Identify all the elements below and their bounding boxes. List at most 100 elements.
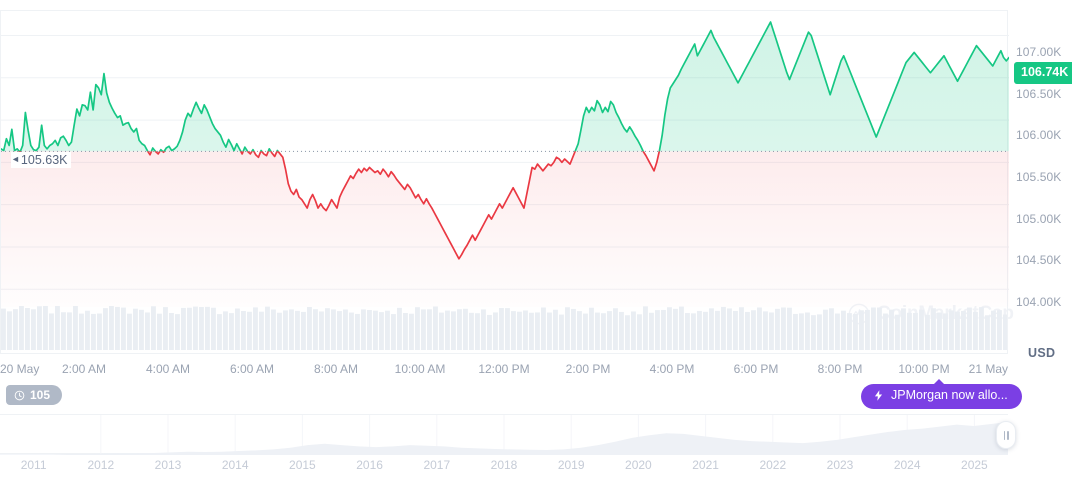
volume-bar	[73, 306, 78, 350]
volume-bar	[163, 307, 168, 350]
volume-bar	[703, 311, 708, 350]
y-tick-0: 107.00K	[1016, 45, 1062, 59]
volume-bar	[955, 311, 960, 350]
volume-bar	[379, 312, 384, 350]
clock-icon	[14, 390, 25, 400]
volume-bar	[301, 311, 306, 350]
volume-bar	[205, 306, 210, 350]
volume-bar	[463, 308, 468, 350]
year-tick-2021: 2021	[692, 458, 719, 472]
volume-bar	[517, 311, 522, 350]
x-tick-6: 12:00 PM	[478, 362, 530, 376]
volume-bar	[865, 309, 870, 350]
year-tick-2011: 2011	[20, 458, 47, 472]
y-tick-3: 105.50K	[1016, 170, 1062, 184]
volume-bar	[241, 311, 246, 350]
countdown-label: 105	[30, 388, 51, 402]
volume-bar	[937, 312, 942, 350]
volume-bar	[433, 306, 438, 350]
y-axis: 107.00K 106.74K 106.50K 106.00K 105.50K …	[1008, 0, 1072, 360]
x-axis: 20 May 2:00 AM 4:00 AM 6:00 AM 8:00 AM 10:00 …	[0, 362, 1008, 384]
volume-bar	[121, 307, 126, 350]
volume-bar	[253, 307, 258, 350]
volume-bar	[991, 310, 996, 350]
event-badge-label: JPMorgan now allo...	[891, 388, 1008, 402]
volume-bar	[637, 314, 642, 350]
price-line-down	[3, 151, 661, 260]
volume-bar	[421, 309, 426, 350]
event-badge-pointer-icon	[933, 379, 945, 385]
navigator-right-handle[interactable]	[996, 421, 1016, 449]
volume-bar	[547, 312, 552, 350]
volume-bar	[7, 311, 12, 350]
volume-bar	[613, 308, 618, 350]
volume-bar	[793, 313, 798, 350]
volume-bar	[661, 309, 666, 350]
volume-bar	[913, 313, 918, 350]
navigator-mini-chart	[0, 415, 1008, 455]
volume-bar	[409, 313, 414, 350]
volume-bar	[691, 313, 696, 350]
volume-bar	[829, 308, 834, 350]
volume-bar	[1003, 314, 1007, 350]
volume-bar	[931, 308, 936, 350]
y-tick-5: 104.50K	[1016, 253, 1062, 267]
volume-bar	[145, 312, 150, 350]
year-tick-2023: 2023	[826, 458, 854, 472]
year-tick-2025: 2025	[961, 458, 988, 472]
x-tick-11: 10:00 PM	[898, 362, 950, 376]
volume-bar	[355, 313, 360, 350]
x-tick-3: 6:00 AM	[229, 362, 275, 376]
range-navigator[interactable]	[0, 414, 1016, 455]
volume-bar	[481, 309, 486, 350]
volume-bar	[319, 311, 324, 350]
year-tick-2016: 2016	[356, 458, 383, 472]
volume-bar	[313, 309, 318, 350]
volume-bar	[187, 307, 192, 350]
volume-bar	[169, 313, 174, 350]
volume-bar	[511, 311, 516, 350]
volume-bar	[49, 313, 54, 350]
volume-bar	[523, 310, 528, 350]
volume-bar	[643, 306, 648, 350]
navigator-year-axis: 2011 2012 2013 2014 2015 2016 2017 2018 2019 2020…	[0, 458, 1008, 477]
volume-bar	[109, 306, 114, 350]
x-tick-5: 10:00 AM	[394, 362, 446, 376]
volume-bar	[631, 311, 636, 350]
volume-bar	[277, 312, 282, 350]
currency-label: USD	[1028, 346, 1056, 360]
open-price-label: 105.63K	[20, 153, 68, 168]
price-plot-area[interactable]: ◄105.63K CoinMarketCap	[0, 10, 1014, 325]
y-tick-2: 106.00K	[1016, 128, 1062, 142]
volume-bar	[25, 308, 30, 350]
volume-bar	[757, 307, 762, 350]
volume-bar	[193, 306, 198, 350]
volume-bar	[715, 310, 720, 350]
volume-bar	[553, 309, 558, 350]
volume-bar	[325, 308, 330, 350]
x-tick-9: 6:00 PM	[733, 362, 779, 376]
volume-bar	[457, 309, 462, 350]
volume-bar	[415, 307, 420, 350]
x-tick-12: 21 May	[968, 362, 1008, 376]
volume-bar	[979, 307, 984, 350]
volume-bar	[529, 312, 534, 350]
volume-bar	[541, 307, 546, 350]
year-tick-2020: 2020	[625, 458, 652, 472]
event-news-badge[interactable]: JPMorgan now allo...	[861, 379, 1022, 409]
volume-bar	[19, 306, 24, 350]
y-tick-6: 104.00K	[1016, 295, 1062, 309]
volume-bar	[469, 312, 474, 350]
volume-bar	[403, 312, 408, 350]
volume-bar	[919, 309, 924, 350]
volume-bar	[889, 309, 894, 350]
volume-bar	[985, 315, 990, 350]
volume-bar	[697, 310, 702, 350]
x-tick-1: 2:00 AM	[61, 362, 107, 376]
volume-bar	[127, 313, 132, 350]
countdown-pill[interactable]: 105	[6, 385, 63, 405]
volume-bar	[877, 307, 882, 350]
volume-bar	[745, 311, 750, 350]
handle-grip-line	[1007, 430, 1009, 440]
volume-bar	[667, 307, 672, 350]
